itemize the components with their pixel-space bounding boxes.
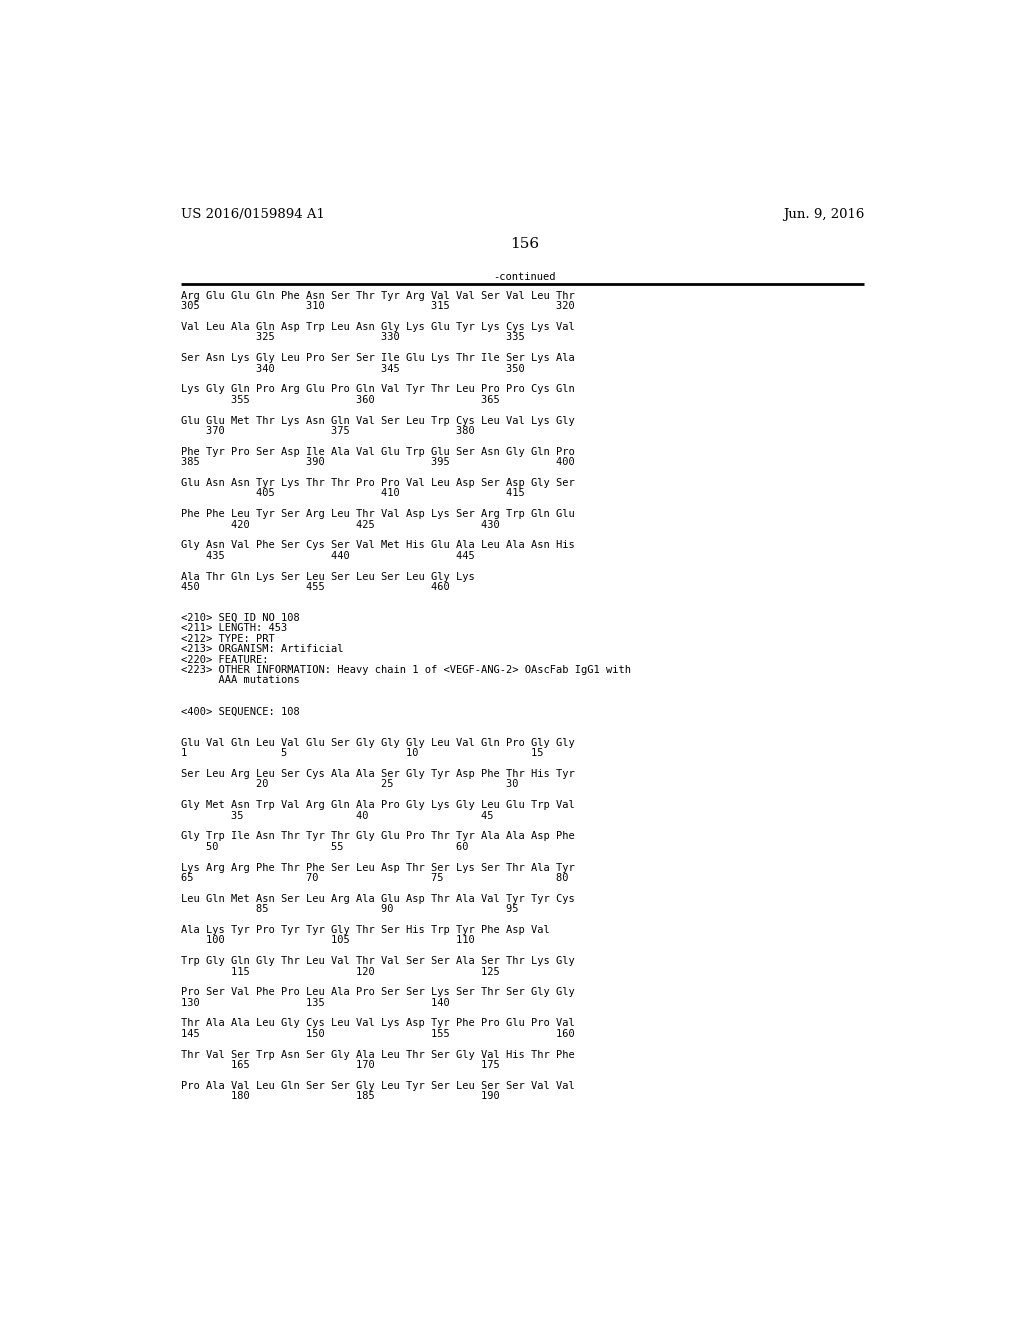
Text: 165                 170                 175: 165 170 175 [180,1060,500,1071]
Text: Gly Asn Val Phe Ser Cys Ser Val Met His Glu Ala Leu Ala Asn His: Gly Asn Val Phe Ser Cys Ser Val Met His … [180,540,574,550]
Text: 420                 425                 430: 420 425 430 [180,520,500,529]
Text: 85                  90                  95: 85 90 95 [180,904,518,915]
Text: 435                 440                 445: 435 440 445 [180,550,474,561]
Text: Phe Tyr Pro Ser Asp Ile Ala Val Glu Trp Glu Ser Asn Gly Gln Pro: Phe Tyr Pro Ser Asp Ile Ala Val Glu Trp … [180,446,574,457]
Text: <212> TYPE: PRT: <212> TYPE: PRT [180,634,274,644]
Text: Lys Arg Arg Phe Thr Phe Ser Leu Asp Thr Ser Lys Ser Thr Ala Tyr: Lys Arg Arg Phe Thr Phe Ser Leu Asp Thr … [180,862,574,873]
Text: 305                 310                 315                 320: 305 310 315 320 [180,301,574,312]
Text: 405                 410                 415: 405 410 415 [180,488,524,499]
Text: 450                 455                 460: 450 455 460 [180,582,450,591]
Text: 355                 360                 365: 355 360 365 [180,395,500,405]
Text: <210> SEQ ID NO 108: <210> SEQ ID NO 108 [180,612,299,623]
Text: 385                 390                 395                 400: 385 390 395 400 [180,457,574,467]
Text: Pro Ser Val Phe Pro Leu Ala Pro Ser Ser Lys Ser Thr Ser Gly Gly: Pro Ser Val Phe Pro Leu Ala Pro Ser Ser … [180,987,574,998]
Text: Ser Leu Arg Leu Ser Cys Ala Ala Ser Gly Tyr Asp Phe Thr His Tyr: Ser Leu Arg Leu Ser Cys Ala Ala Ser Gly … [180,770,574,779]
Text: 1               5                   10                  15: 1 5 10 15 [180,748,543,758]
Text: Ala Thr Gln Lys Ser Leu Ser Leu Ser Leu Gly Lys: Ala Thr Gln Lys Ser Leu Ser Leu Ser Leu … [180,572,474,582]
Text: Val Leu Ala Gln Asp Trp Leu Asn Gly Lys Glu Tyr Lys Cys Lys Val: Val Leu Ala Gln Asp Trp Leu Asn Gly Lys … [180,322,574,333]
Text: Gly Met Asn Trp Val Arg Gln Ala Pro Gly Lys Gly Leu Glu Trp Val: Gly Met Asn Trp Val Arg Gln Ala Pro Gly … [180,800,574,810]
Text: 370                 375                 380: 370 375 380 [180,426,474,436]
Text: Lys Gly Gln Pro Arg Glu Pro Gln Val Tyr Thr Leu Pro Pro Cys Gln: Lys Gly Gln Pro Arg Glu Pro Gln Val Tyr … [180,384,574,395]
Text: <211> LENGTH: 453: <211> LENGTH: 453 [180,623,287,634]
Text: 115                 120                 125: 115 120 125 [180,966,500,977]
Text: 145                 150                 155                 160: 145 150 155 160 [180,1028,574,1039]
Text: Thr Ala Ala Leu Gly Cys Leu Val Lys Asp Tyr Phe Pro Glu Pro Val: Thr Ala Ala Leu Gly Cys Leu Val Lys Asp … [180,1019,574,1028]
Text: US 2016/0159894 A1: US 2016/0159894 A1 [180,209,325,222]
Text: <400> SEQUENCE: 108: <400> SEQUENCE: 108 [180,706,299,717]
Text: Jun. 9, 2016: Jun. 9, 2016 [783,209,864,222]
Text: Phe Phe Leu Tyr Ser Arg Leu Thr Val Asp Lys Ser Arg Trp Gln Glu: Phe Phe Leu Tyr Ser Arg Leu Thr Val Asp … [180,510,574,519]
Text: 20                  25                  30: 20 25 30 [180,779,518,789]
Text: Gly Trp Ile Asn Thr Tyr Thr Gly Glu Pro Thr Tyr Ala Ala Asp Phe: Gly Trp Ile Asn Thr Tyr Thr Gly Glu Pro … [180,832,574,841]
Text: -continued: -continued [494,272,556,281]
Text: Ala Lys Tyr Pro Tyr Tyr Gly Thr Ser His Trp Tyr Phe Asp Val: Ala Lys Tyr Pro Tyr Tyr Gly Thr Ser His … [180,925,550,935]
Text: Arg Glu Glu Gln Phe Asn Ser Thr Tyr Arg Val Val Ser Val Leu Thr: Arg Glu Glu Gln Phe Asn Ser Thr Tyr Arg … [180,290,574,301]
Text: AAA mutations: AAA mutations [180,676,299,685]
Text: Thr Val Ser Trp Asn Ser Gly Ala Leu Thr Ser Gly Val His Thr Phe: Thr Val Ser Trp Asn Ser Gly Ala Leu Thr … [180,1049,574,1060]
Text: 340                 345                 350: 340 345 350 [180,363,524,374]
Text: <220> FEATURE:: <220> FEATURE: [180,655,268,665]
Text: 65                  70                  75                  80: 65 70 75 80 [180,873,568,883]
Text: Glu Val Gln Leu Val Glu Ser Gly Gly Gly Leu Val Gln Pro Gly Gly: Glu Val Gln Leu Val Glu Ser Gly Gly Gly … [180,738,574,748]
Text: 325                 330                 335: 325 330 335 [180,333,524,342]
Text: 130                 135                 140: 130 135 140 [180,998,450,1007]
Text: 180                 185                 190: 180 185 190 [180,1092,500,1101]
Text: Ser Asn Lys Gly Leu Pro Ser Ser Ile Glu Lys Thr Ile Ser Lys Ala: Ser Asn Lys Gly Leu Pro Ser Ser Ile Glu … [180,354,574,363]
Text: Glu Glu Met Thr Lys Asn Gln Val Ser Leu Trp Cys Leu Val Lys Gly: Glu Glu Met Thr Lys Asn Gln Val Ser Leu … [180,416,574,425]
Text: Pro Ala Val Leu Gln Ser Ser Gly Leu Tyr Ser Leu Ser Ser Val Val: Pro Ala Val Leu Gln Ser Ser Gly Leu Tyr … [180,1081,574,1090]
Text: Trp Gly Gln Gly Thr Leu Val Thr Val Ser Ser Ala Ser Thr Lys Gly: Trp Gly Gln Gly Thr Leu Val Thr Val Ser … [180,956,574,966]
Text: 35                  40                  45: 35 40 45 [180,810,494,821]
Text: 100                 105                 110: 100 105 110 [180,936,474,945]
Text: Glu Asn Asn Tyr Lys Thr Thr Pro Pro Val Leu Asp Ser Asp Gly Ser: Glu Asn Asn Tyr Lys Thr Thr Pro Pro Val … [180,478,574,488]
Text: 156: 156 [510,238,540,251]
Text: <213> ORGANISM: Artificial: <213> ORGANISM: Artificial [180,644,343,655]
Text: 50                  55                  60: 50 55 60 [180,842,468,851]
Text: <223> OTHER INFORMATION: Heavy chain 1 of <VEGF-ANG-2> OAscFab IgG1 with: <223> OTHER INFORMATION: Heavy chain 1 o… [180,665,631,675]
Text: Leu Gln Met Asn Ser Leu Arg Ala Glu Asp Thr Ala Val Tyr Tyr Cys: Leu Gln Met Asn Ser Leu Arg Ala Glu Asp … [180,894,574,904]
